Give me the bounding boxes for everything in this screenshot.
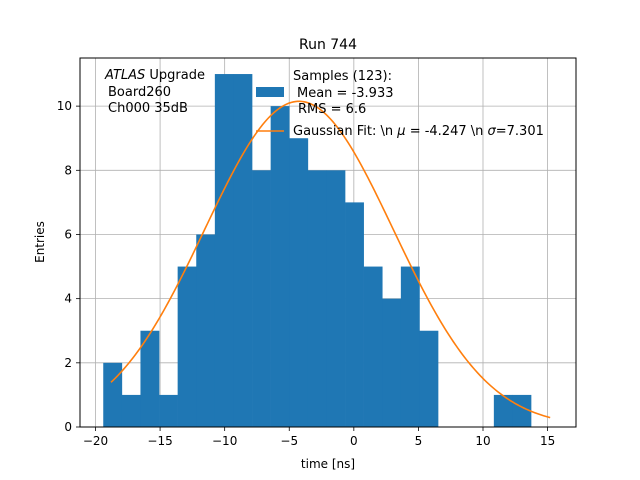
x-tick-label-5: 5 <box>415 434 423 448</box>
histogram-bar-5 <box>196 234 216 427</box>
histogram-bar-16 <box>400 266 420 427</box>
y-tick-label-5: 10 <box>57 99 72 113</box>
annotation-line-3: Ch000 35dB <box>108 101 188 116</box>
x-axis-ticks: −20 −15 −10 −5 0 5 10 15 <box>83 427 555 448</box>
plot-frame <box>79 57 577 428</box>
gaussian-fit-line <box>110 100 551 419</box>
histogram-bar-14 <box>363 266 383 427</box>
histogram-bar-7 <box>233 74 253 427</box>
x-tick-label-3: −5 <box>280 434 298 448</box>
histogram-bar-22 <box>512 394 532 427</box>
annotation-rest: Upgrade <box>145 68 205 83</box>
y-axis-label: Entries <box>33 221 47 263</box>
histogram-bar-3 <box>159 394 178 427</box>
chart-title: Run 744 <box>299 37 357 53</box>
legend-samples-line-1: Samples (123): <box>293 69 392 84</box>
histogram-bar-15 <box>382 298 402 427</box>
histogram-bar-12 <box>326 170 346 427</box>
x-tick-label-2: −10 <box>212 434 237 448</box>
legend-fit-part-3: = -4.247 \n <box>406 124 488 139</box>
histogram-bar-2 <box>140 330 160 427</box>
legend-fit-label: Gaussian Fit: \n μ = -4.247 \n σ=7.301 <box>293 124 544 139</box>
annotation-italic-word: ATLAS <box>104 68 145 83</box>
y-tick-label-2: 4 <box>64 292 72 306</box>
x-tick-label-1: −15 <box>147 434 172 448</box>
atlas-annotation: ATLAS Upgrade Board260 Ch000 35dB <box>104 68 205 116</box>
legend-swatch-samples <box>256 87 284 97</box>
x-tick-label-7: 15 <box>540 434 555 448</box>
y-tick-label-1: 2 <box>64 356 72 370</box>
x-tick-label-6: 10 <box>475 434 490 448</box>
histogram-bar-21 <box>493 394 513 427</box>
legend-fit-mu-symbol: μ <box>396 124 405 139</box>
legend-samples-line-2: Mean = -3.933 <box>297 86 393 101</box>
histogram-bar-13 <box>345 202 364 427</box>
fit-layer <box>110 100 551 419</box>
legend-samples-line-3: RMS = 6.6 <box>298 102 366 117</box>
histogram-bar-4 <box>177 266 197 427</box>
y-axis-ticks: 0 2 4 6 8 10 <box>57 99 80 434</box>
y-tick-label-4: 8 <box>64 163 72 177</box>
legend: Samples (123): Mean = -3.933 RMS = 6.6 G… <box>256 69 544 139</box>
x-tick-label-4: 0 <box>350 434 358 448</box>
x-axis-label: time [ns] <box>301 457 355 471</box>
histogram-bar-0 <box>103 362 123 427</box>
x-tick-label-0: −20 <box>83 434 108 448</box>
histogram-bar-8 <box>252 170 271 427</box>
y-tick-label-3: 6 <box>64 227 72 241</box>
histogram-bar-6 <box>214 74 234 427</box>
histogram-bar-1 <box>121 394 141 427</box>
y-tick-label-0: 0 <box>64 420 72 434</box>
legend-fit-part-1: Gaussian Fit: \n <box>293 124 397 139</box>
histogram-bar-17 <box>419 330 439 427</box>
legend-fit-sigma-symbol: σ <box>488 124 497 139</box>
annotation-line-1: ATLAS Upgrade <box>104 68 205 83</box>
histogram-bar-11 <box>307 170 327 427</box>
annotation-line-2: Board260 <box>108 85 171 100</box>
histogram-bar-9 <box>270 106 290 427</box>
histogram-bar-10 <box>289 138 309 427</box>
legend-fit-part-5: =7.301 <box>496 124 544 139</box>
